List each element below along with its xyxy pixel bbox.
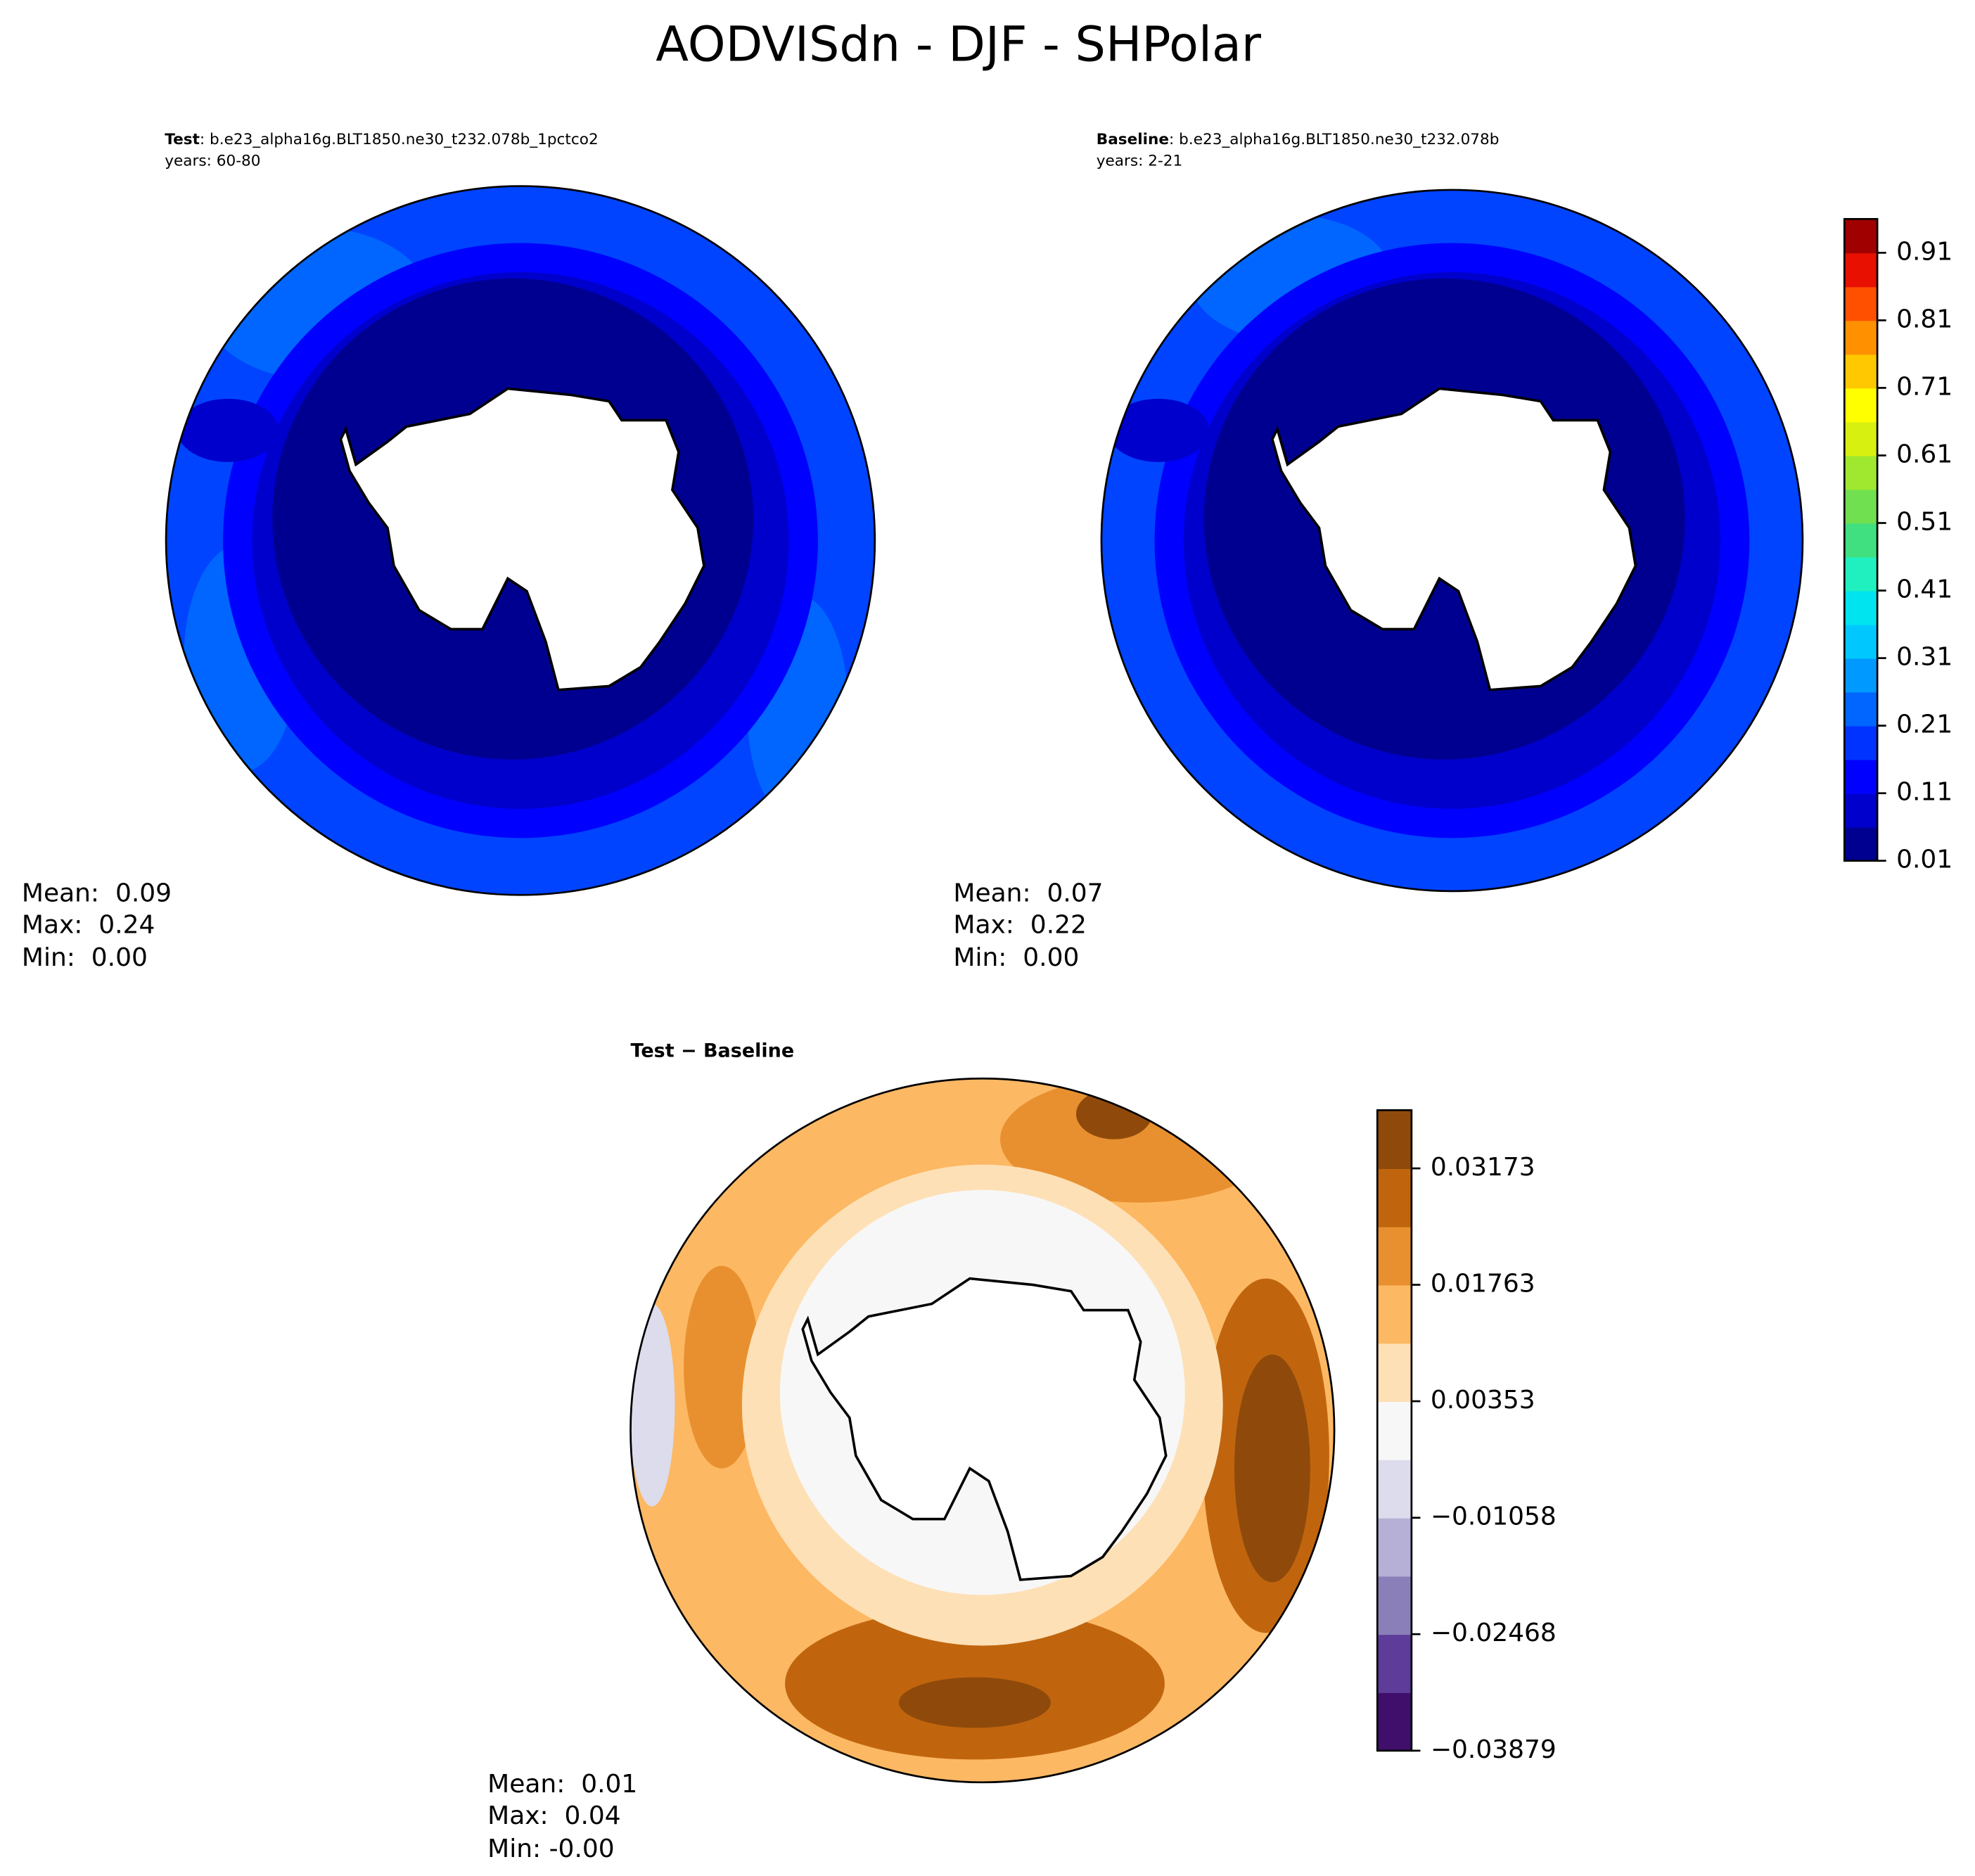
colorbar-segment	[1844, 320, 1878, 355]
colorbar-segment	[1844, 219, 1878, 254]
map	[166, 186, 875, 895]
colorbar-tick-label: 0.21	[1896, 710, 1952, 739]
colorbar-segment	[1844, 658, 1878, 693]
stat: Min: 0.00	[953, 943, 1079, 972]
panel-case: : b.e23_alpha16g.BLT1850.ne30_t232.078b	[1169, 131, 1499, 148]
stat: Mean: 0.01	[487, 1770, 637, 1799]
stat: Min: 0.00	[22, 943, 148, 972]
colorbar-tick-label: 0.31	[1896, 643, 1952, 672]
panel-case: : b.e23_alpha16g.BLT1850.ne30_t232.078b_…	[200, 131, 599, 148]
colorbar-tick-label: 0.00353	[1431, 1386, 1535, 1415]
map	[1101, 189, 1803, 891]
colorbar-segment	[1377, 1459, 1412, 1519]
colorbar-frame	[1843, 217, 1879, 862]
colorbar-segment	[1844, 590, 1878, 625]
colorbar-segment	[1844, 421, 1878, 457]
map-border	[1100, 189, 1804, 893]
colorbar-segment	[1844, 523, 1878, 558]
colorbar-segment	[1377, 1517, 1412, 1577]
colorbar-tick-label: 0.01763	[1431, 1270, 1535, 1298]
panel-label: Test: b.e23_alpha16g.BLT1850.ne30_t232.0…	[165, 131, 598, 148]
colorbar-segment	[1844, 793, 1878, 828]
panel-label: Test − Baseline	[631, 1040, 795, 1062]
panel-years: years: 60-80	[165, 153, 260, 170]
panel-years: years: 2-21	[1097, 153, 1182, 170]
colorbar-segment	[1377, 1168, 1412, 1227]
colorbar-segment	[1844, 253, 1878, 288]
colorbar-segment	[1844, 725, 1878, 760]
colorbar-frame	[1376, 1109, 1413, 1752]
colorbar-segment	[1844, 556, 1878, 592]
panel-name: Baseline	[1097, 131, 1169, 148]
colorbar-segment	[1844, 455, 1878, 490]
colorbar-segment	[1844, 691, 1878, 727]
map	[630, 1078, 1335, 1782]
panel-label: Baseline: b.e23_alpha16g.BLT1850.ne30_t2…	[1097, 131, 1500, 148]
figure-title: AODVISdn - DJF - SHPolar	[656, 17, 1262, 72]
colorbar-tick-label: 0.03173	[1431, 1153, 1535, 1182]
colorbar-segment	[1844, 354, 1878, 389]
colorbar-segment	[1377, 1692, 1412, 1751]
colorbar-segment	[1377, 1634, 1412, 1693]
colorbar-tick-label: 0.11	[1896, 778, 1952, 807]
colorbar-segment	[1844, 388, 1878, 423]
colorbar-tick-label: −0.03879	[1431, 1735, 1557, 1764]
colorbar-tick-label: 0.91	[1896, 237, 1952, 266]
colorbar-segment	[1377, 1284, 1412, 1344]
stat: Mean: 0.07	[953, 879, 1103, 907]
colorbar-segment	[1844, 624, 1878, 659]
stat: Max: 0.24	[22, 910, 155, 939]
map-border	[629, 1077, 1336, 1784]
colorbar-tick-label: 0.61	[1896, 440, 1952, 468]
colorbar-segment	[1377, 1576, 1412, 1635]
panel-name: Test	[165, 131, 200, 148]
colorbar-tick-label: 0.81	[1896, 305, 1952, 333]
colorbar-segment	[1844, 489, 1878, 524]
stat: Mean: 0.09	[22, 879, 172, 907]
colorbar-tick-label: 0.01	[1896, 846, 1952, 874]
stat: Max: 0.22	[953, 910, 1087, 939]
map-border	[165, 185, 876, 896]
colorbar-tick-label: 0.71	[1896, 372, 1952, 401]
colorbar-segment	[1377, 1110, 1412, 1169]
colorbar-segment	[1844, 286, 1878, 321]
colorbar-tick-label: −0.02468	[1431, 1619, 1557, 1647]
colorbar-tick-label: 0.51	[1896, 508, 1952, 537]
stat: Max: 0.04	[487, 1801, 621, 1830]
colorbar-tick-label: −0.01058	[1431, 1502, 1557, 1531]
colorbar-segment	[1377, 1401, 1412, 1460]
stat: Min: -0.00	[487, 1834, 615, 1863]
colorbar-segment	[1377, 1343, 1412, 1403]
colorbar-tick-label: 0.41	[1896, 575, 1952, 604]
colorbar-segment	[1377, 1226, 1412, 1286]
colorbar-segment	[1844, 759, 1878, 794]
colorbar-segment	[1844, 827, 1878, 862]
